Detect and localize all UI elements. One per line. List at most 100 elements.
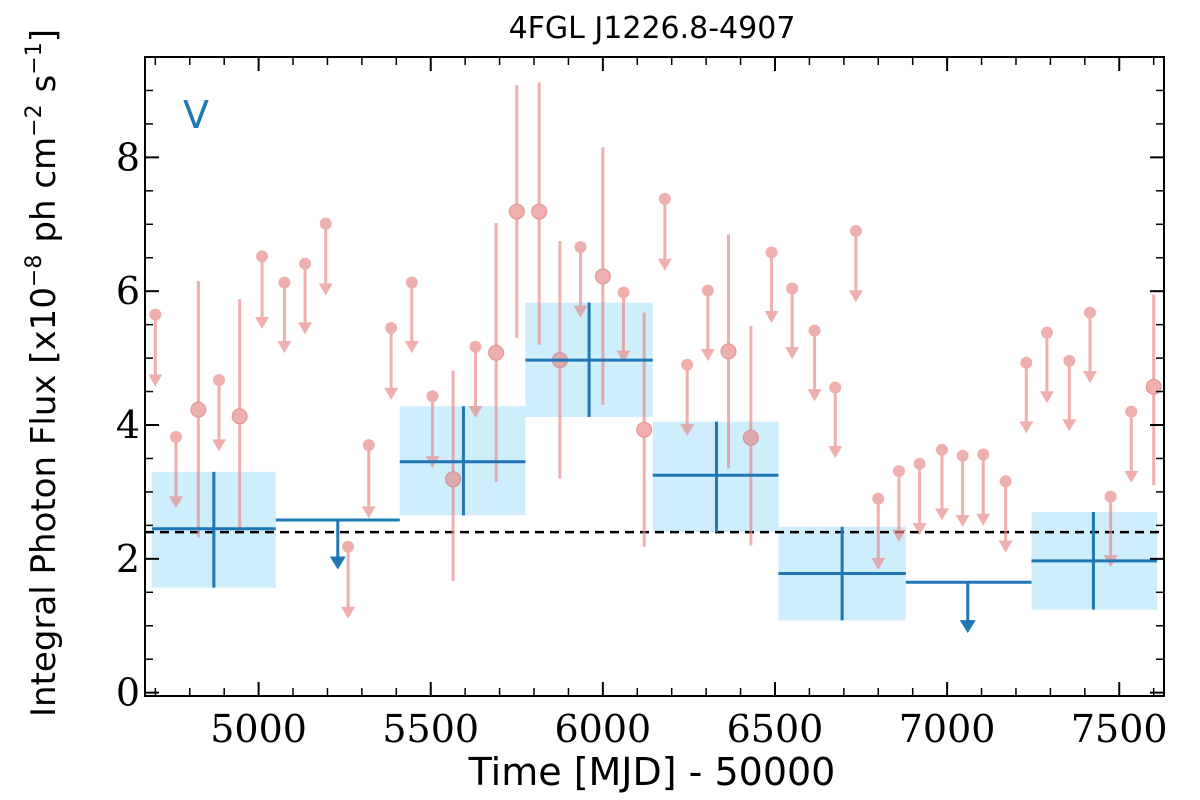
upper-limit-arrow bbox=[764, 310, 779, 323]
data-point bbox=[299, 257, 312, 270]
data-point bbox=[829, 381, 842, 394]
y-axis-label-units: ph cm bbox=[24, 137, 64, 243]
data-point bbox=[445, 471, 462, 488]
data-point bbox=[617, 286, 630, 299]
data-point bbox=[319, 217, 332, 230]
y-axis-label-exp: −8 bbox=[22, 255, 47, 287]
data-point bbox=[190, 401, 207, 418]
y-ticks: 0 2 4 6 8 bbox=[116, 89, 1164, 715]
y-tick-label: 8 bbox=[116, 135, 140, 179]
data-point bbox=[149, 308, 162, 321]
upper-limit-arrow bbox=[1062, 419, 1077, 432]
upper-limit-arrow bbox=[1019, 421, 1034, 434]
upper-limit-arrow bbox=[998, 540, 1013, 553]
bin-boxes bbox=[151, 302, 1158, 621]
data-point bbox=[849, 224, 862, 237]
upper-limit-arrow bbox=[277, 341, 292, 354]
upper-limit-arrow bbox=[255, 316, 270, 329]
x-tick-label: 7000 bbox=[899, 707, 996, 751]
data-point bbox=[1104, 490, 1117, 503]
data-point bbox=[935, 443, 948, 456]
data-point bbox=[405, 276, 418, 289]
y-axis-label-tail: s bbox=[24, 75, 64, 93]
upper-limit-arrow bbox=[298, 322, 313, 335]
y-axis-label-main: Integral Photon Flux [x10 bbox=[24, 287, 64, 717]
y-axis-label-exp3: −1 bbox=[22, 42, 47, 74]
data-point bbox=[278, 276, 291, 289]
y-axis-label-exp2: −2 bbox=[22, 104, 47, 136]
x-tick-label: 6000 bbox=[555, 707, 652, 751]
upper-limit-arrow bbox=[573, 305, 588, 318]
data-point bbox=[231, 408, 248, 425]
upper-limit-arrow bbox=[212, 439, 227, 452]
upper-limit-arrow bbox=[318, 283, 333, 296]
upper-limit-arrow bbox=[912, 523, 927, 536]
data-point bbox=[1083, 306, 1096, 319]
upper-limit-arrow bbox=[1082, 371, 1097, 384]
data-point bbox=[808, 324, 821, 337]
data-point bbox=[1020, 356, 1033, 369]
upper-limit-arrow bbox=[828, 446, 843, 459]
data-point bbox=[213, 374, 226, 387]
bin-upper-limit-arrow bbox=[329, 556, 346, 570]
upper-limit-arrow bbox=[891, 529, 906, 542]
y-axis-label: Integral Photon Flux [x10−8 ph cm−2 s−1] bbox=[22, 29, 64, 717]
data-point bbox=[742, 429, 759, 446]
upper-limit-arrow bbox=[700, 349, 715, 362]
data-point bbox=[681, 358, 694, 371]
upper-limit-arrow bbox=[168, 496, 183, 509]
data-point bbox=[488, 344, 505, 361]
y-tick-label: 4 bbox=[116, 403, 140, 447]
upper-limit-arrow bbox=[807, 389, 822, 402]
data-point bbox=[999, 475, 1012, 488]
upper-limit-arrow bbox=[468, 405, 483, 418]
short-points bbox=[148, 82, 1162, 619]
data-point bbox=[1145, 378, 1162, 395]
data-point bbox=[426, 390, 439, 403]
data-point bbox=[256, 250, 269, 263]
upper-limit-arrow bbox=[955, 515, 970, 528]
data-point bbox=[636, 421, 653, 438]
y-tick-label: 2 bbox=[116, 537, 140, 581]
y-tick-label: 6 bbox=[116, 269, 140, 313]
data-point bbox=[720, 343, 737, 360]
data-point bbox=[574, 241, 587, 254]
x-axis-label: Time [MJD] - 50000 bbox=[468, 750, 836, 794]
data-point bbox=[658, 192, 671, 205]
upper-limit-arrow bbox=[341, 606, 356, 619]
data-point bbox=[913, 457, 926, 470]
upper-limit-arrow bbox=[848, 290, 863, 303]
x-tick-label: 7500 bbox=[1071, 707, 1168, 751]
data-point bbox=[508, 203, 525, 220]
data-point bbox=[892, 465, 905, 478]
long-bins bbox=[151, 302, 1158, 634]
x-ticks: 5000 5500 6000 6500 7000 7500 bbox=[154, 57, 1168, 751]
data-point bbox=[977, 448, 990, 461]
y-axis-label-close: ] bbox=[24, 29, 64, 42]
data-point bbox=[1040, 326, 1053, 339]
data-point bbox=[1063, 354, 1076, 367]
y-tick-label: 0 bbox=[116, 671, 140, 715]
upper-limit-arrow bbox=[657, 258, 672, 271]
data-point bbox=[956, 449, 969, 462]
x-tick-label: 5000 bbox=[210, 707, 307, 751]
upper-limit-arrow bbox=[1039, 391, 1054, 404]
data-point bbox=[786, 282, 799, 295]
data-point bbox=[362, 439, 375, 452]
upper-limit-arrow bbox=[361, 506, 376, 519]
upper-limit-arrow bbox=[680, 424, 695, 437]
upper-limit-arrow bbox=[384, 387, 399, 400]
data-point bbox=[531, 203, 548, 220]
chart-title: 4FGL J1226.8-4907 bbox=[509, 11, 796, 46]
data-point bbox=[765, 246, 778, 259]
upper-limit-arrow bbox=[871, 557, 886, 570]
data-point bbox=[385, 321, 398, 334]
upper-limit-arrow bbox=[148, 374, 163, 387]
data-point bbox=[1125, 405, 1138, 418]
plot-frame bbox=[144, 56, 1165, 697]
data-point bbox=[342, 540, 355, 553]
data-point bbox=[594, 268, 611, 285]
upper-limit-arrow bbox=[404, 341, 419, 354]
upper-limit-arrow bbox=[785, 347, 800, 360]
